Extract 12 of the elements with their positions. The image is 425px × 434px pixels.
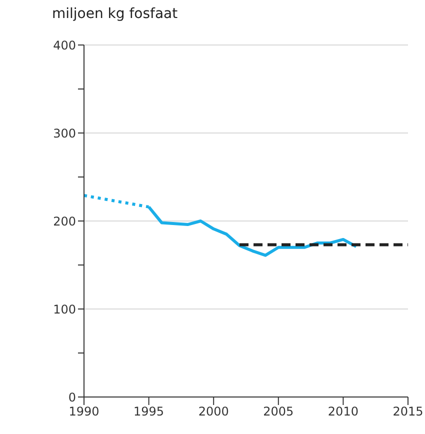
y-tick-label: 100 [53,302,76,316]
chart-title: miljoen kg fosfaat [52,6,178,22]
y-tick-label: 0 [68,390,76,404]
x-tick-label: 1995 [134,404,164,419]
x-tick-label: 2010 [328,404,358,419]
y-tick-label: 400 [53,38,76,52]
y-tick-label: 200 [53,214,76,228]
x-tick-label: 2000 [198,404,229,419]
x-tick-label: 2015 [392,404,424,419]
x-tick-label: 1990 [68,404,100,419]
x-tick-label: 2005 [263,404,294,419]
y-tick-label: 300 [53,126,76,140]
